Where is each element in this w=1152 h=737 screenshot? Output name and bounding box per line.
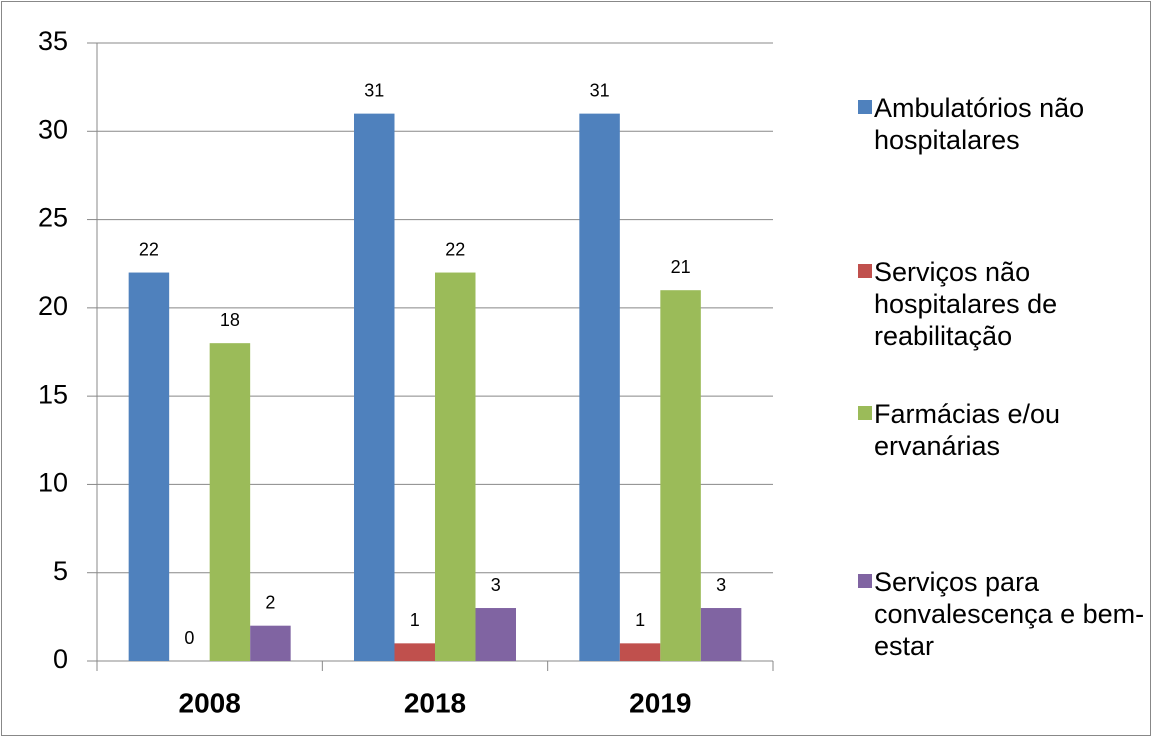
legend-label: Serviços para convalescença e bem-estar (874, 567, 1145, 661)
bar (394, 643, 435, 661)
y-tick-label: 30 (38, 114, 68, 144)
data-label: 21 (671, 257, 691, 277)
bar (209, 343, 251, 661)
data-label: 31 (364, 80, 384, 100)
data-label: 31 (590, 80, 610, 100)
bar (700, 608, 742, 661)
y-tick-label: 20 (38, 291, 68, 321)
data-label: 2 (265, 592, 275, 612)
legend-item: Farmácias e/ou ervanárias (858, 398, 1148, 462)
x-tick-label: 2008 (179, 687, 241, 718)
data-label: 1 (410, 610, 420, 630)
legend-swatch (858, 264, 872, 278)
bar (660, 290, 701, 661)
bar (250, 625, 291, 661)
bar (354, 113, 395, 662)
legend-label: Serviços não hospitalares de reabilitaçã… (874, 257, 1058, 351)
data-label: 22 (445, 239, 465, 259)
bar (619, 643, 661, 661)
y-tick-label: 25 (38, 203, 68, 233)
y-tick-label: 15 (38, 379, 68, 409)
legend-label: Ambulatórios não hospitalares (874, 93, 1085, 155)
bar (579, 113, 620, 662)
legend-item: Serviços não hospitalares de reabilitaçã… (858, 256, 1148, 352)
y-tick-label: 5 (53, 556, 68, 586)
x-tick-label: 2019 (629, 687, 691, 718)
data-label: 0 (184, 628, 194, 648)
legend-swatch (858, 406, 872, 420)
data-label: 18 (220, 310, 240, 330)
y-tick-label: 10 (38, 468, 68, 498)
legend-item: Ambulatórios não hospitalares (858, 92, 1148, 156)
y-tick-label: 35 (38, 26, 68, 56)
legend-label: Farmácias e/ou ervanárias (874, 399, 1061, 461)
data-label: 22 (139, 239, 159, 259)
data-label: 3 (491, 575, 501, 595)
legend-item: Serviços para convalescença e bem-estar (858, 566, 1148, 662)
bar (128, 272, 170, 661)
bar (435, 272, 476, 661)
data-label: 3 (716, 575, 726, 595)
legend-swatch (858, 574, 872, 588)
x-tick-label: 2018 (404, 687, 466, 718)
data-label: 1 (635, 610, 645, 630)
y-tick-label: 0 (53, 644, 68, 674)
legend-swatch (858, 100, 872, 114)
bar (475, 608, 516, 661)
